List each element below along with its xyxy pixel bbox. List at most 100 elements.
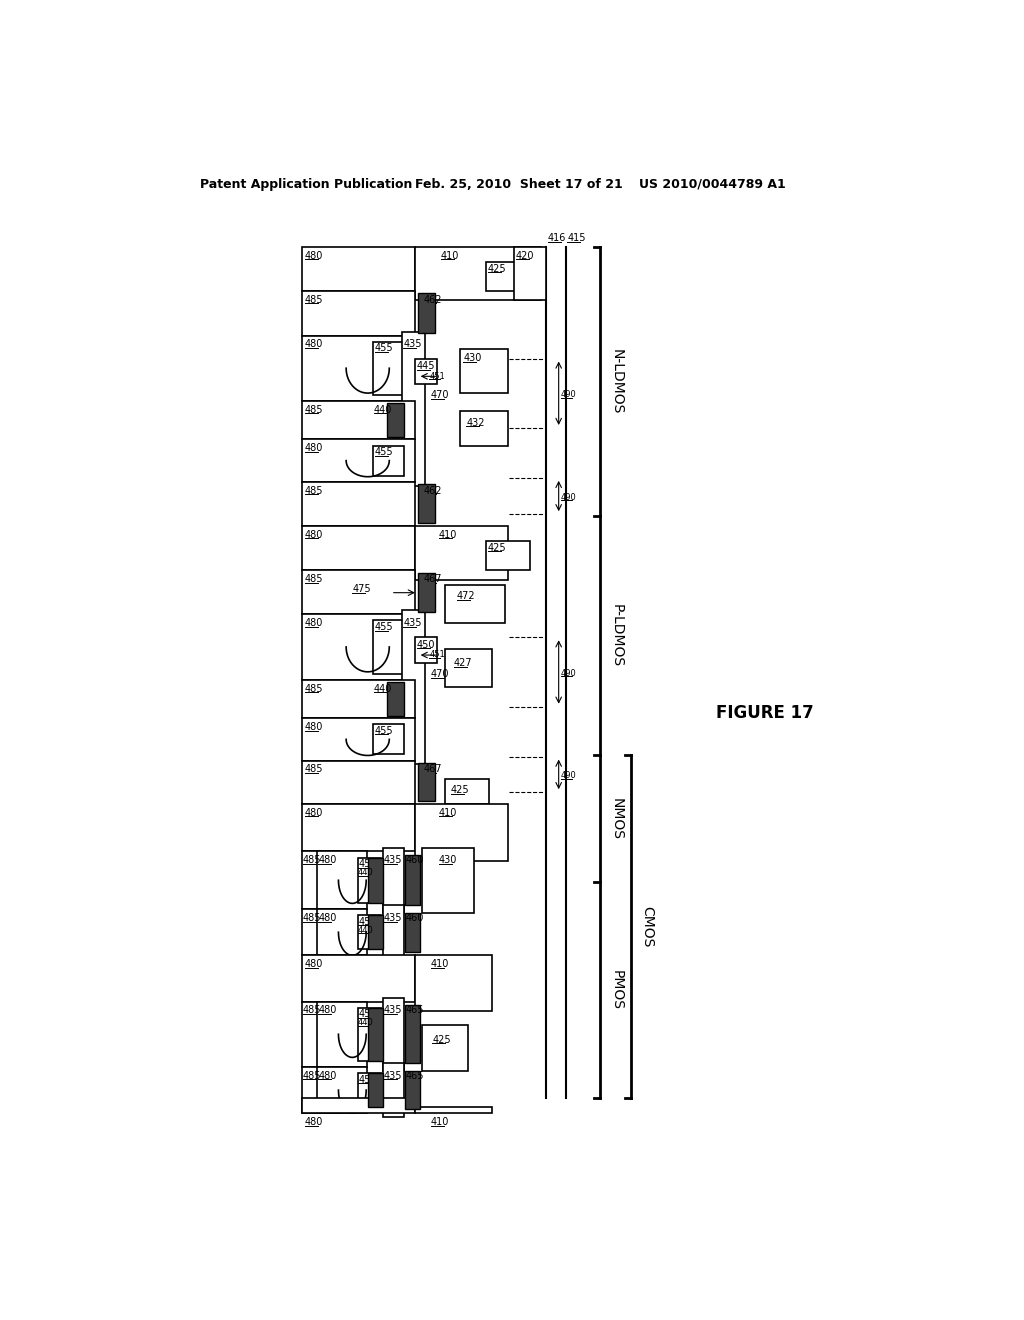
Text: CMOS: CMOS <box>640 906 654 948</box>
Text: 485: 485 <box>303 1006 322 1015</box>
Bar <box>301 956 416 1002</box>
Bar <box>444 585 505 623</box>
Bar <box>387 682 403 715</box>
Text: N-LDMOS: N-LDMOS <box>609 348 624 414</box>
Text: 462: 462 <box>423 294 441 305</box>
Text: 480: 480 <box>304 1117 323 1127</box>
Text: 480: 480 <box>304 808 323 817</box>
Bar <box>301 570 416 614</box>
Text: 410: 410 <box>431 1117 450 1127</box>
Text: 420: 420 <box>515 251 535 261</box>
Text: 425: 425 <box>487 543 507 553</box>
Text: 460: 460 <box>406 913 424 923</box>
Text: 435: 435 <box>384 1006 402 1015</box>
Text: 445: 445 <box>417 360 435 371</box>
Text: 480: 480 <box>304 529 323 540</box>
Bar <box>301 247 416 290</box>
Text: 460: 460 <box>406 855 424 865</box>
Text: 480: 480 <box>318 1071 337 1081</box>
Text: 455: 455 <box>375 343 393 354</box>
Bar <box>368 1073 383 1107</box>
Bar <box>416 1107 493 1113</box>
Text: 410: 410 <box>431 960 450 969</box>
Text: 485: 485 <box>304 684 324 693</box>
Text: Feb. 25, 2010  Sheet 17 of 21: Feb. 25, 2010 Sheet 17 of 21 <box>416 178 624 190</box>
Text: 485: 485 <box>304 764 324 775</box>
Text: 440: 440 <box>357 1019 374 1027</box>
Bar <box>422 847 474 913</box>
Text: PMOS: PMOS <box>609 970 624 1010</box>
Bar <box>301 401 416 440</box>
Bar <box>422 1024 468 1071</box>
Text: 410: 410 <box>438 529 457 540</box>
Text: 465: 465 <box>406 1006 424 1015</box>
Bar <box>373 342 403 395</box>
Text: 430: 430 <box>438 855 457 865</box>
Bar <box>301 1067 340 1113</box>
Text: 455: 455 <box>358 917 377 927</box>
Bar <box>373 725 403 755</box>
Text: 480: 480 <box>304 339 323 350</box>
Text: 435: 435 <box>403 618 422 628</box>
Bar <box>460 348 508 393</box>
Bar <box>383 847 403 913</box>
Text: 455: 455 <box>375 447 393 457</box>
Bar <box>444 649 493 688</box>
Text: NMOS: NMOS <box>609 797 624 840</box>
Text: 432: 432 <box>466 418 484 428</box>
Text: 470: 470 <box>431 391 450 400</box>
Bar <box>368 1007 383 1061</box>
Text: 490: 490 <box>561 492 577 502</box>
Text: 480: 480 <box>318 1006 337 1015</box>
Text: 450: 450 <box>417 640 435 649</box>
Text: 485: 485 <box>303 1071 322 1081</box>
Text: 425: 425 <box>487 264 507 273</box>
Bar <box>316 909 367 956</box>
Text: 455: 455 <box>358 1010 377 1019</box>
Text: 485: 485 <box>304 405 324 414</box>
Text: 440: 440 <box>357 927 374 935</box>
Bar <box>301 718 416 760</box>
Bar <box>404 1071 420 1109</box>
Text: 425: 425 <box>432 1035 451 1044</box>
Bar <box>418 293 435 333</box>
Text: 440: 440 <box>374 405 392 414</box>
Text: 465: 465 <box>406 1071 424 1081</box>
Text: 435: 435 <box>403 339 422 350</box>
Bar <box>316 1002 367 1067</box>
Bar <box>404 855 420 906</box>
Bar <box>416 804 508 861</box>
Text: 435: 435 <box>384 1071 402 1081</box>
Bar <box>514 247 547 300</box>
Bar <box>357 1007 381 1061</box>
Bar <box>368 858 383 903</box>
Bar <box>383 998 403 1071</box>
Bar <box>301 851 340 909</box>
Bar <box>301 440 416 482</box>
Bar <box>404 1006 420 1063</box>
Text: 480: 480 <box>304 960 323 969</box>
Bar <box>301 525 416 570</box>
Bar <box>301 804 416 851</box>
Text: 440: 440 <box>357 869 374 878</box>
Bar <box>486 541 530 570</box>
Text: 455: 455 <box>375 726 393 735</box>
Bar <box>402 331 425 486</box>
Text: 480: 480 <box>304 618 323 628</box>
Bar <box>301 760 416 804</box>
Text: 416: 416 <box>548 234 566 243</box>
Text: 480: 480 <box>318 913 337 923</box>
Text: 455: 455 <box>358 1074 377 1085</box>
Text: P-LDMOS: P-LDMOS <box>609 605 624 668</box>
Bar <box>316 1067 367 1113</box>
Text: 480: 480 <box>304 722 323 733</box>
Bar <box>486 263 530 290</box>
Text: 455: 455 <box>375 622 393 632</box>
Text: 467: 467 <box>423 764 441 775</box>
Bar <box>357 858 381 903</box>
Bar <box>316 851 367 909</box>
Bar <box>444 779 488 804</box>
Bar <box>404 913 420 952</box>
Bar <box>301 482 416 525</box>
Text: 410: 410 <box>438 808 457 817</box>
